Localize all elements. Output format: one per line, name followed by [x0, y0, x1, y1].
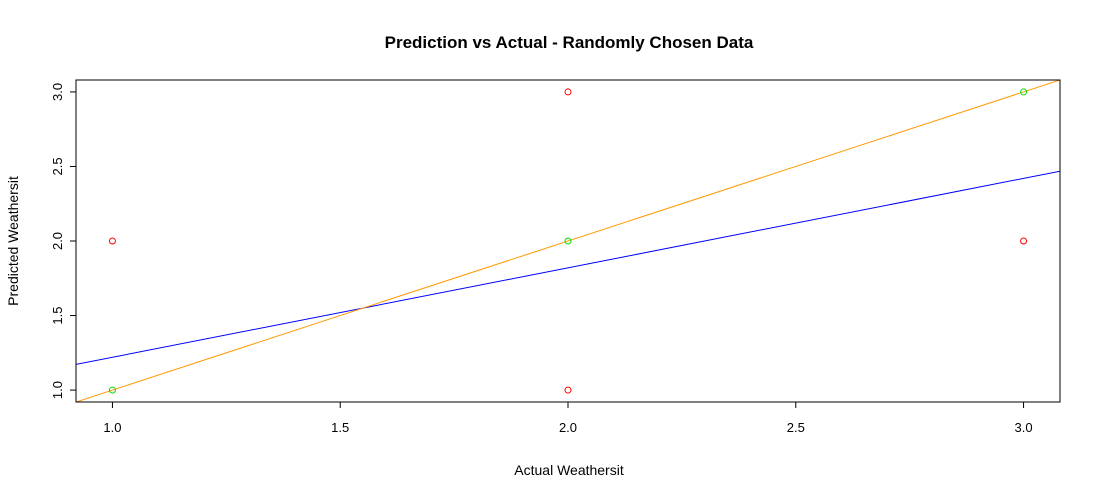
data-point: [564, 237, 572, 245]
y-axis-label: Predicted Weathersit: [5, 176, 21, 306]
y-tick-label: 2.5: [50, 157, 65, 175]
fit-line: [76, 80, 1060, 402]
x-tick-label: 2.0: [559, 420, 577, 435]
y-axis: 1.0 1.5 2.0 2.5 3.0: [50, 83, 77, 399]
data-point: [108, 386, 116, 394]
y-tick-label: 2.0: [50, 232, 65, 250]
data-point: [564, 386, 572, 394]
data-point: [1020, 237, 1028, 245]
fit-line: [76, 170, 1060, 365]
x-axis: 1.0 1.5 2.0 2.5 3.0: [103, 401, 1033, 435]
chart-title: Prediction vs Actual - Randomly Chosen D…: [385, 33, 754, 52]
x-tick-label: 1.0: [103, 420, 121, 435]
x-tick-label: 3.0: [1015, 420, 1033, 435]
regression-lines: [76, 80, 1060, 402]
x-tick-label: 1.5: [331, 420, 349, 435]
x-axis-label: Actual Weathersit: [514, 462, 624, 478]
data-point: [1020, 88, 1028, 96]
x-tick-label: 2.5: [787, 420, 805, 435]
y-tick-label: 1.0: [50, 381, 65, 399]
data-point: [564, 88, 572, 96]
y-tick-label: 1.5: [50, 306, 65, 324]
data-point: [108, 237, 116, 245]
y-tick-label: 3.0: [50, 83, 65, 101]
data-points: [108, 88, 1028, 394]
